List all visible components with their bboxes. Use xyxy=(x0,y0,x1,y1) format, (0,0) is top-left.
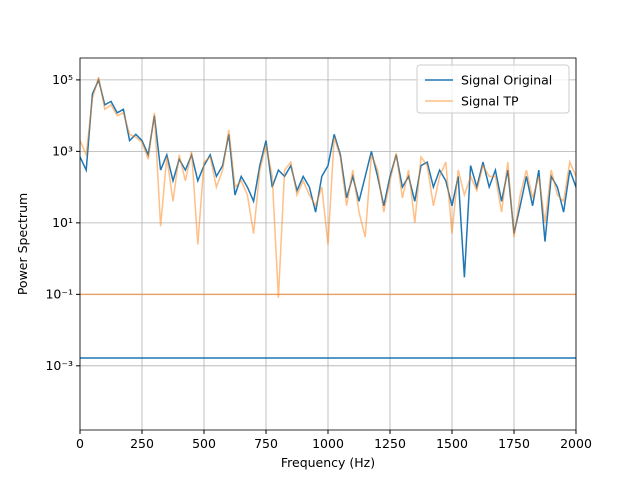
plot-frame xyxy=(79,57,577,431)
x-tick-label: 500 xyxy=(192,436,216,451)
x-axis-label: Frequency (Hz) xyxy=(281,455,375,470)
x-tick-label: 750 xyxy=(254,436,278,451)
x-tick-label: 0 xyxy=(76,436,84,451)
y-tick-label: 10¹ xyxy=(52,215,73,230)
x-tick-label: 2000 xyxy=(560,436,592,451)
x-tick-label: 1500 xyxy=(436,436,468,451)
y-tick-label: 10⁻¹ xyxy=(45,286,73,301)
series-line xyxy=(80,76,576,298)
y-axis-label: Power Spectrum xyxy=(15,193,30,295)
x-tick-label: 1750 xyxy=(498,436,530,451)
y-tick-label: 10⁻³ xyxy=(45,358,73,373)
y-tick-label: 10⁵ xyxy=(52,72,73,87)
x-tick-label: 1000 xyxy=(312,436,344,451)
x-tick-label: 1250 xyxy=(374,436,406,451)
legend-box xyxy=(416,64,570,114)
x-tick-label: 250 xyxy=(130,436,154,451)
legend-label: Signal Original xyxy=(461,73,552,88)
y-tick-label: 10³ xyxy=(52,143,73,158)
legend-label: Signal TP xyxy=(461,94,519,109)
